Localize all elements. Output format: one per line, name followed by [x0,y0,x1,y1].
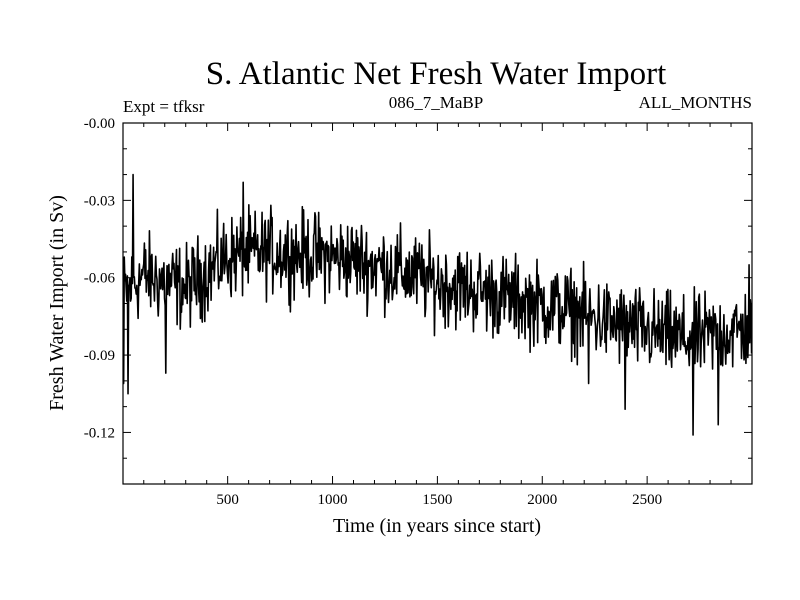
run-label: 086_7_MaBP [389,93,483,112]
x-tick-label: 2000 [527,492,557,508]
y-tick-label: -0.09 [84,348,115,364]
y-axis-label: Fresh Water Import (in Sv) [46,195,68,411]
x-tick-label: 2500 [632,492,662,508]
y-tick-label: -0.00 [84,116,115,132]
y-tick-label: -0.06 [84,271,116,287]
experiment-label: Expt = tfksr [123,97,205,116]
x-tick-label: 1500 [422,492,452,508]
x-axis: 500 1000 1500 2000 2500 [143,123,732,508]
x-tick-label: 500 [216,492,239,508]
series-layer [123,173,752,436]
x-axis-label: Time (in years since start) [333,515,541,537]
months-label: ALL_MONTHS [639,93,752,112]
y-tick-label: -0.03 [84,193,115,209]
series-line [123,173,752,436]
chart-title: S. Atlantic Net Fresh Water Import [206,56,667,92]
x-tick-label: 1000 [318,492,348,508]
y-tick-label: -0.12 [84,425,115,441]
y-axis: -0.00 -0.03 -0.06 -0.09 -0.12 [84,116,752,485]
